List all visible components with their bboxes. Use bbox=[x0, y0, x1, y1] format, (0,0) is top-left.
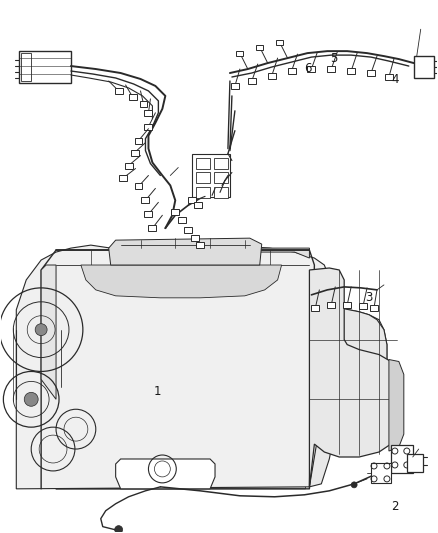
Bar bbox=[327, 302, 335, 308]
Bar bbox=[307, 66, 315, 72]
Bar bbox=[391, 445, 413, 473]
Polygon shape bbox=[131, 248, 309, 258]
Text: 5: 5 bbox=[330, 52, 337, 64]
Bar bbox=[367, 70, 375, 76]
Text: 6: 6 bbox=[304, 62, 311, 75]
Bar bbox=[178, 217, 186, 223]
Bar bbox=[414, 56, 434, 78]
Polygon shape bbox=[109, 238, 262, 265]
Circle shape bbox=[35, 324, 47, 336]
Bar bbox=[134, 183, 142, 189]
Bar bbox=[148, 225, 156, 231]
Text: 4: 4 bbox=[391, 74, 399, 86]
Bar bbox=[129, 94, 137, 100]
Bar bbox=[196, 242, 204, 248]
Bar bbox=[359, 303, 367, 309]
Bar bbox=[119, 175, 127, 181]
Bar bbox=[311, 305, 319, 311]
Bar bbox=[21, 53, 31, 81]
Circle shape bbox=[115, 526, 123, 533]
Bar bbox=[214, 188, 228, 198]
Polygon shape bbox=[81, 265, 282, 298]
Bar bbox=[196, 188, 210, 198]
Bar bbox=[145, 124, 152, 130]
Bar bbox=[231, 83, 239, 89]
Bar bbox=[276, 39, 283, 45]
Bar bbox=[192, 154, 230, 197]
Bar bbox=[371, 463, 391, 483]
Bar bbox=[214, 173, 228, 183]
Bar bbox=[194, 203, 202, 208]
Text: 2: 2 bbox=[391, 499, 399, 513]
Bar bbox=[256, 45, 263, 50]
Bar bbox=[268, 73, 276, 79]
Bar bbox=[196, 173, 210, 183]
Polygon shape bbox=[389, 360, 404, 451]
Polygon shape bbox=[309, 278, 387, 487]
Bar bbox=[131, 150, 138, 156]
Polygon shape bbox=[309, 268, 397, 487]
Bar bbox=[237, 51, 244, 55]
Text: 1: 1 bbox=[154, 385, 161, 398]
Bar bbox=[343, 302, 351, 308]
Bar bbox=[145, 110, 152, 116]
Polygon shape bbox=[49, 250, 314, 489]
Bar bbox=[115, 88, 123, 94]
Bar bbox=[327, 66, 335, 72]
Bar bbox=[140, 101, 148, 107]
Bar bbox=[19, 51, 71, 83]
Bar bbox=[171, 209, 179, 215]
Bar bbox=[385, 74, 393, 80]
Circle shape bbox=[351, 482, 357, 488]
Circle shape bbox=[24, 392, 38, 406]
Bar bbox=[124, 163, 133, 168]
Bar bbox=[288, 68, 296, 74]
Bar bbox=[407, 454, 423, 472]
Bar bbox=[196, 158, 210, 168]
Bar bbox=[134, 138, 142, 144]
Bar bbox=[370, 305, 378, 311]
Bar bbox=[145, 211, 152, 217]
Bar bbox=[248, 78, 256, 84]
Bar bbox=[347, 68, 355, 74]
Bar bbox=[188, 197, 196, 203]
Bar bbox=[141, 197, 149, 203]
Polygon shape bbox=[16, 245, 387, 489]
Text: 3: 3 bbox=[365, 291, 372, 304]
Bar bbox=[184, 227, 192, 233]
Bar bbox=[214, 158, 228, 168]
Polygon shape bbox=[41, 265, 56, 399]
Bar bbox=[191, 235, 199, 241]
Polygon shape bbox=[116, 459, 215, 489]
